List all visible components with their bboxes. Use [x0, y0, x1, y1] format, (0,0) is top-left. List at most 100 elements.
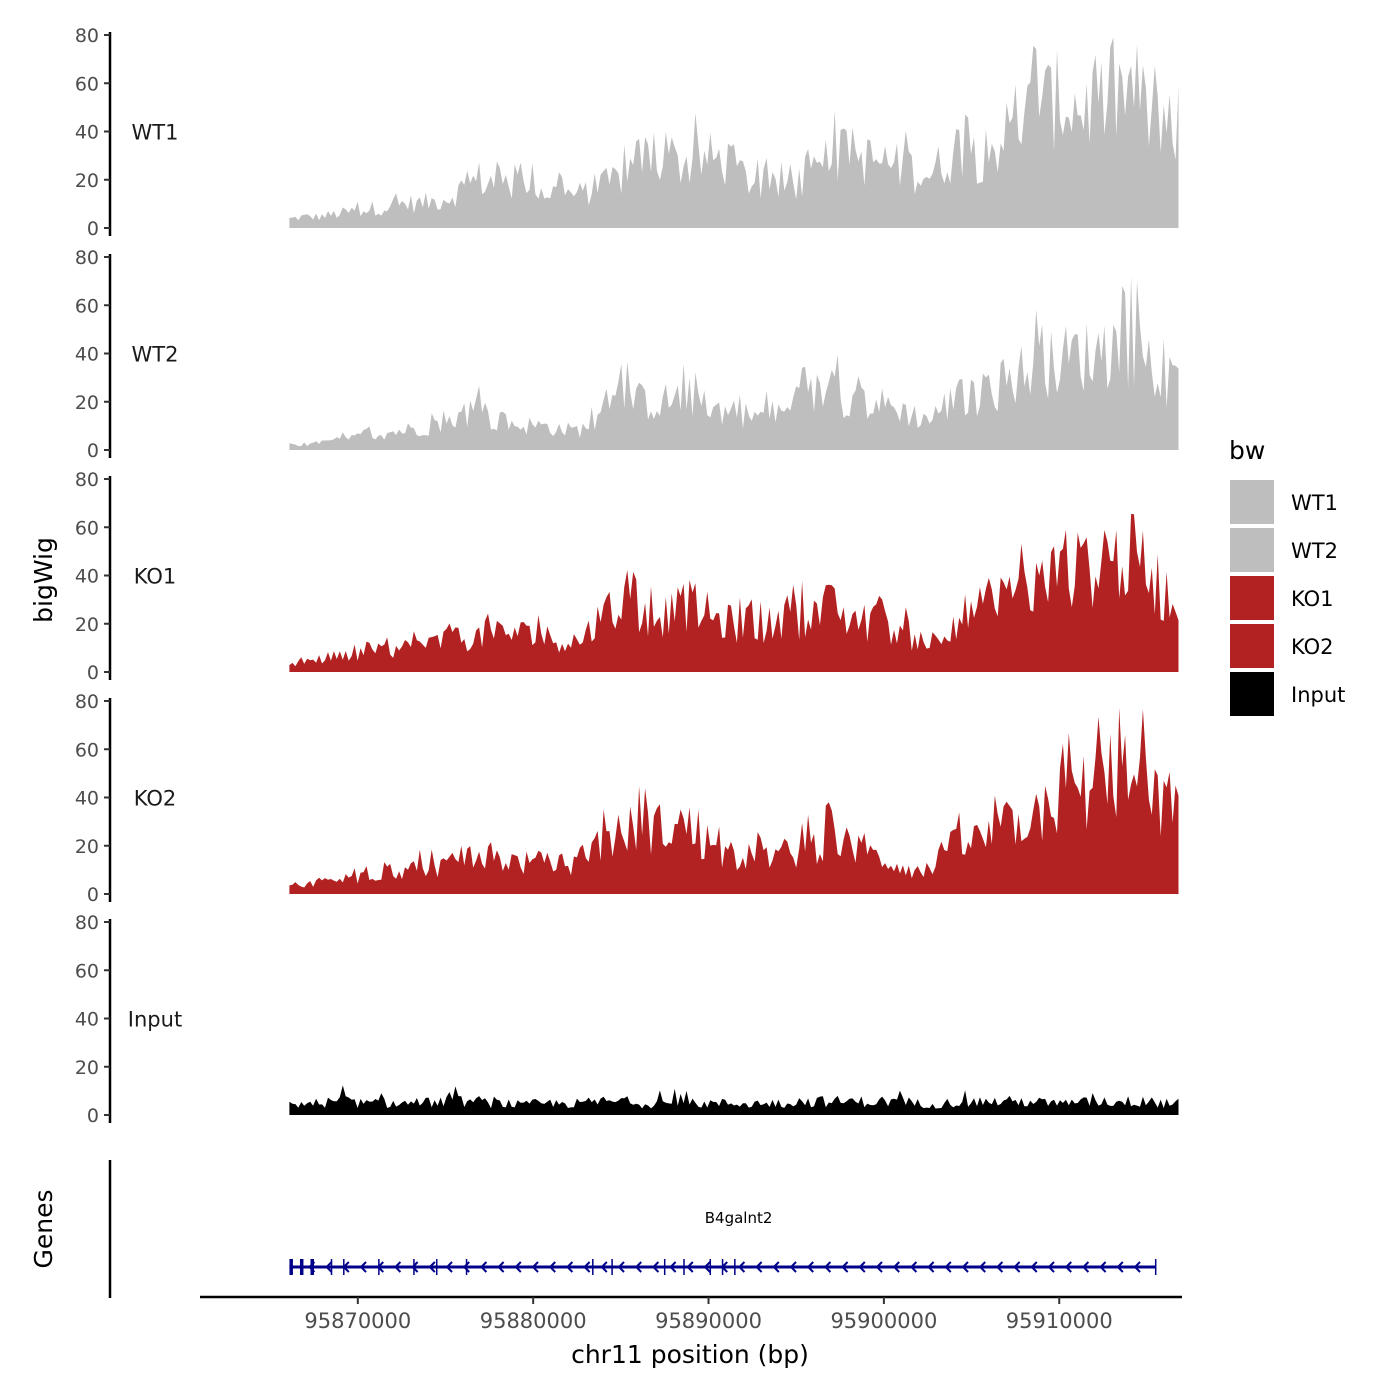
y-tick-label-wt2-40: 40 [75, 344, 99, 366]
track-ko2: 0 20 40 60 80 KO2 [75, 691, 1179, 906]
legend-swatch-wt2 [1230, 528, 1274, 572]
y-axis-title: bigWig [29, 537, 58, 623]
legend-swatch-ko2 [1230, 624, 1274, 668]
legend-label-wt1: WT1 [1291, 491, 1338, 515]
strand-arrow [497, 1261, 505, 1273]
strand-arrow [376, 1261, 384, 1273]
strand-arrow [600, 1261, 608, 1273]
track-label-input: Input [128, 1008, 182, 1032]
legend-label-input: Input [1291, 683, 1345, 707]
strand-arrow [411, 1261, 419, 1273]
x-tick-label-95870000: 95870000 [304, 1309, 411, 1333]
strand-arrow [789, 1261, 797, 1273]
y-tick-label-ko1-60: 60 [75, 517, 99, 539]
y-tick-label-ko1-20: 20 [75, 614, 99, 636]
strand-arrow [1099, 1261, 1107, 1273]
legend-label-ko2: KO2 [1291, 635, 1334, 659]
x-tick-label-95880000: 95880000 [480, 1309, 587, 1333]
y-tick-label-ko1-0: 0 [87, 662, 99, 684]
strand-arrow [1013, 1261, 1021, 1273]
strand-arrow [394, 1261, 402, 1273]
y-tick-label-wt2-80: 80 [75, 247, 99, 269]
y-tick-label-wt1-20: 20 [75, 170, 99, 192]
track-label-ko1: KO1 [134, 565, 177, 589]
gene-b4galnt2: B4galnt2 [289, 1209, 1157, 1275]
x-axis-title: chr11 position (bp) [571, 1340, 809, 1369]
strand-arrow [428, 1261, 436, 1273]
strand-arrow [875, 1261, 883, 1273]
y-tick-label-wt1-60: 60 [75, 73, 99, 95]
strand-arrow [531, 1261, 539, 1273]
legend-swatch-input [1230, 672, 1274, 716]
strand-arrow [996, 1261, 1004, 1273]
track-wt1: 0 20 40 60 80 WT1 [75, 25, 1179, 240]
strand-arrow [325, 1261, 333, 1273]
track-label-ko2: KO2 [134, 787, 177, 811]
strand-arrow [755, 1261, 763, 1273]
strand-arrow [359, 1261, 367, 1273]
x-tick-label-95910000: 95910000 [1006, 1309, 1113, 1333]
x-tick-label-95900000: 95900000 [830, 1309, 937, 1333]
strand-arrow [927, 1261, 935, 1273]
y-tick-label-wt2-20: 20 [75, 392, 99, 414]
strand-arrow [841, 1261, 849, 1273]
track-input: 0 20 40 60 80 Input [75, 912, 1179, 1127]
x-tick-label-95890000: 95890000 [655, 1309, 762, 1333]
strand-arrow [1030, 1261, 1038, 1273]
x-axis: 95870000 95880000 95890000 95900000 95910000 [200, 1295, 1182, 1333]
strand-arrow [806, 1261, 814, 1273]
strand-arrow [1047, 1261, 1055, 1273]
y-tick-label-wt1-40: 40 [75, 122, 99, 144]
genes-axis-title: Genes [29, 1189, 58, 1268]
strand-arrow [1116, 1261, 1124, 1273]
y-tick-label-ko2-20: 20 [75, 836, 99, 858]
track-wt2: 0 20 40 60 80 WT2 [75, 247, 1179, 462]
strand-arrow [858, 1261, 866, 1273]
strand-arrow [720, 1261, 728, 1273]
y-tick-label-input-40: 40 [75, 1009, 99, 1031]
strand-arrow [462, 1261, 470, 1273]
strand-arrow [686, 1261, 694, 1273]
strand-arrow [772, 1261, 780, 1273]
strand-arrow [1133, 1261, 1141, 1273]
y-tick-label-ko2-40: 40 [75, 788, 99, 810]
strand-arrow [342, 1261, 350, 1273]
y-tick-label-input-60: 60 [75, 960, 99, 982]
legend-title: bw [1229, 436, 1265, 465]
y-tick-label-ko2-60: 60 [75, 739, 99, 761]
track-label-wt1: WT1 [132, 121, 179, 145]
strand-arrow [652, 1261, 660, 1273]
area-wt2 [289, 276, 1179, 450]
legend: bw WT1 WT2 KO1 KO2 Input [1229, 436, 1345, 716]
y-tick-label-input-0: 0 [87, 1105, 99, 1127]
area-ko2 [289, 708, 1179, 894]
signal-tracks: 0 20 40 60 80 WT1 0 20 40 60 80 WT2 0 20 40 60 80 KO1 0 20 4… [75, 25, 1179, 1127]
strand-arrow [445, 1261, 453, 1273]
strand-arrow [480, 1261, 488, 1273]
y-tick-label-ko2-0: 0 [87, 884, 99, 906]
strand-arrow [910, 1261, 918, 1273]
area-wt1 [289, 37, 1179, 229]
area-ko1 [289, 514, 1179, 672]
y-tick-label-ko1-40: 40 [75, 566, 99, 588]
strand-arrow [514, 1261, 522, 1273]
strand-arrow [669, 1261, 677, 1273]
strand-arrow [1082, 1261, 1090, 1273]
legend-swatch-ko1 [1230, 576, 1274, 620]
y-tick-label-wt1-80: 80 [75, 25, 99, 47]
legend-swatch-wt1 [1230, 480, 1274, 524]
strand-arrow [548, 1261, 556, 1273]
strand-arrow [892, 1261, 900, 1273]
strand-arrow [703, 1261, 711, 1273]
gene-track: B4galnt2 [108, 1160, 1157, 1298]
legend-label-wt2: WT2 [1291, 539, 1338, 563]
strand-arrow [978, 1261, 986, 1273]
area-input [289, 1085, 1179, 1115]
gene-label-b4galnt2: B4galnt2 [705, 1209, 773, 1227]
y-tick-label-input-20: 20 [75, 1057, 99, 1079]
y-tick-label-input-80: 80 [75, 912, 99, 934]
strand-arrow [583, 1261, 591, 1273]
strand-arrow [944, 1261, 952, 1273]
strand-arrow [1064, 1261, 1072, 1273]
